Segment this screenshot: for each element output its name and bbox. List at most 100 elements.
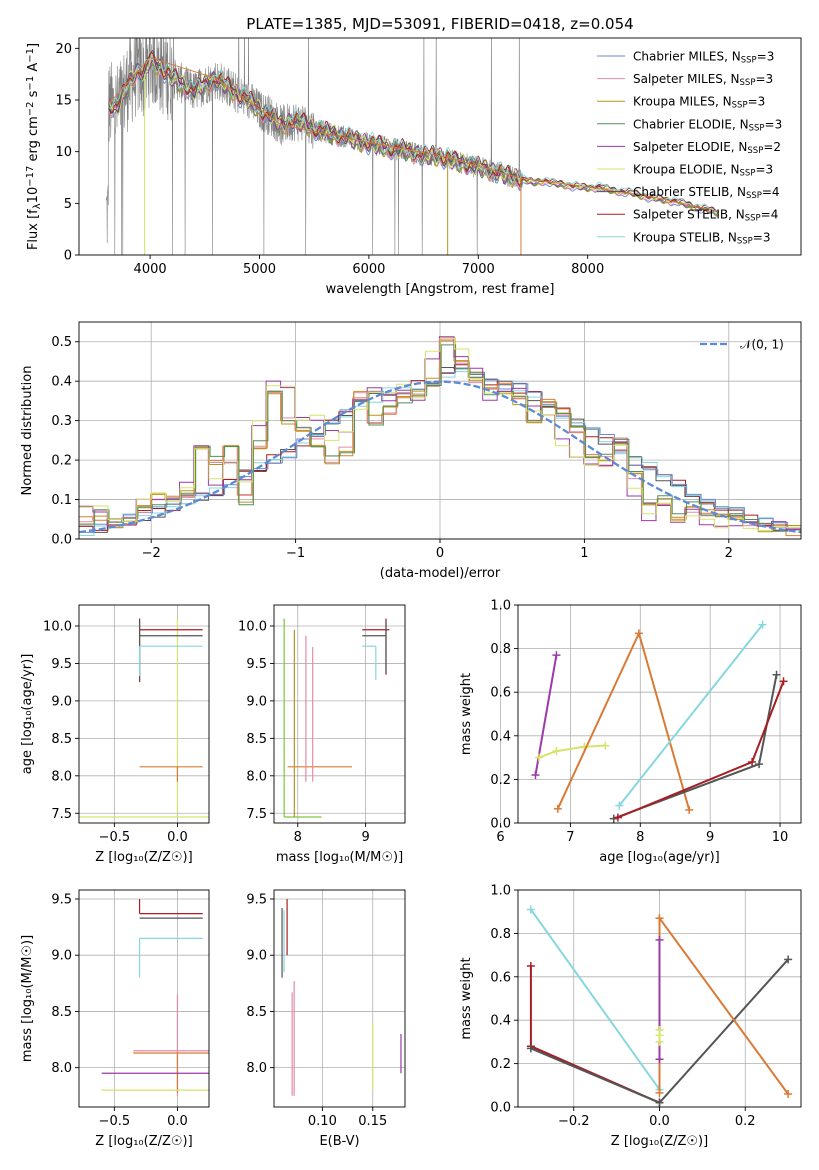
y-tick-label: 0.0 bbox=[490, 1101, 511, 1116]
model-spectrum-salpeter-miles bbox=[108, 57, 719, 217]
y-tick-label: 0.8 bbox=[490, 642, 511, 657]
error-bar bbox=[362, 620, 387, 674]
data-point bbox=[784, 955, 793, 964]
y-tick-label: 9.0 bbox=[246, 949, 267, 964]
age-vs-Z-panel: −0.5 0.0 7.5 8.0 8.5 9.0 9.5 10.0 Z [log₁₀(Z/Z☉)… bbox=[20, 604, 210, 865]
weight-vs-age-panel: 6 7 8 9 10 0.0 0.2 0.4 0.6 0.8 1.0 age [log₁₀(age/y… bbox=[459, 599, 802, 865]
x-tick-label: 4000 bbox=[134, 262, 167, 277]
spectrum-title: PLATE=1385, MJD=53091, FIBERID=0418, z=0… bbox=[246, 15, 633, 33]
legend-entry: Salpeter STELIB, NSSP=4 bbox=[633, 208, 778, 224]
y-tick-label: 8.0 bbox=[51, 769, 72, 784]
error-bar bbox=[138, 618, 203, 683]
histogram-salpeter-elodie bbox=[79, 336, 801, 530]
series-orange bbox=[553, 629, 694, 814]
data-point bbox=[552, 747, 561, 756]
x-tick-label: 9 bbox=[361, 830, 369, 845]
y-tick-label: 0.1 bbox=[51, 493, 72, 508]
data-point bbox=[772, 670, 781, 679]
y-tick-label: 9.0 bbox=[246, 694, 267, 709]
series-kroupa-elodie bbox=[655, 1025, 664, 1046]
y-tick-label: 8.5 bbox=[51, 732, 72, 747]
x-axis-label: Z [log₁₀(Z/Z☉)] bbox=[611, 1134, 708, 1149]
data-point bbox=[526, 961, 535, 970]
y-tick-label: 0.6 bbox=[490, 970, 511, 985]
axes-frame bbox=[273, 889, 406, 1108]
y-tick-label: 8.0 bbox=[51, 1061, 72, 1076]
series-line bbox=[618, 623, 764, 807]
y-tick-label: 10 bbox=[55, 145, 72, 160]
error-bar bbox=[362, 645, 377, 680]
y-axis-label: Normed distribution bbox=[20, 366, 35, 496]
mass-vs-ebv-plot-area bbox=[281, 898, 402, 1096]
y-tick-label: 1.0 bbox=[490, 884, 511, 899]
axes-frame bbox=[517, 889, 802, 1108]
series-line bbox=[613, 674, 778, 820]
y-tick-label: 9.5 bbox=[246, 892, 267, 907]
y-tick-label: 15 bbox=[55, 94, 72, 109]
series-kroupa-stelib bbox=[615, 620, 767, 810]
error-bar bbox=[283, 618, 322, 818]
data-point bbox=[655, 935, 664, 944]
data-point bbox=[655, 1055, 664, 1064]
x-tick-label: 0.2 bbox=[735, 1114, 756, 1129]
axes-frame bbox=[78, 321, 802, 540]
x-tick-label: 0 bbox=[436, 546, 444, 561]
data-point bbox=[553, 804, 562, 813]
y-tick-label: 0.4 bbox=[490, 729, 511, 744]
histogram-chabrier-stelib bbox=[79, 367, 801, 533]
y-axis-label: mass weight bbox=[459, 957, 474, 1039]
age-vs-mass-plot-area bbox=[283, 618, 390, 818]
series-salpeter-elodie bbox=[531, 651, 561, 780]
age-vs-Z-plot-area bbox=[79, 618, 209, 818]
y-tick-label: 8.0 bbox=[246, 769, 267, 784]
y-tick-label: 9.5 bbox=[51, 892, 72, 907]
x-tick-label: 9 bbox=[706, 830, 714, 845]
y-tick-label: 0 bbox=[64, 249, 72, 264]
series-salpeter-stelib bbox=[526, 961, 664, 1107]
x-axis-label: wavelength [Angstrom, rest frame] bbox=[326, 282, 555, 297]
series-chabrier-stelib bbox=[609, 670, 781, 823]
grid bbox=[79, 890, 209, 1107]
y-tick-label: 9.0 bbox=[51, 694, 72, 709]
series-salpeter-stelib bbox=[613, 677, 788, 822]
spectrum-panel: 4000 5000 6000 7000 8000 0 5 10 15 20 PLATE=1385, … bbox=[25, 15, 802, 297]
x-tick-label: 5000 bbox=[243, 262, 276, 277]
y-tick-label: 8.5 bbox=[246, 1005, 267, 1020]
x-tick-label: 8000 bbox=[571, 262, 604, 277]
data-point bbox=[755, 760, 764, 769]
weight-vs-Z-panel: −0.2 0.0 0.2 0.0 0.2 0.4 0.6 0.8 1.0 Z [log₁₀(Z/Z… bbox=[459, 884, 802, 1149]
x-axis-label: (data-model)/error bbox=[380, 566, 501, 581]
data-point bbox=[748, 757, 757, 766]
legend-entry: Kroupa ELODIE, NSSP=3 bbox=[633, 163, 773, 179]
legend-entry: Chabrier STELIB, NSSP=4 bbox=[633, 185, 780, 201]
y-tick-label: 0.6 bbox=[490, 686, 511, 701]
y-tick-label: 0.2 bbox=[51, 454, 72, 469]
data-point bbox=[615, 801, 624, 810]
x-axis-label: Z [log₁₀(Z/Z☉)] bbox=[95, 1134, 192, 1149]
series-line bbox=[530, 908, 661, 1091]
x-tick-label: 7 bbox=[566, 830, 574, 845]
spectrum-legend: Chabrier MILES, NSSP=3 Salpeter MILES, NS… bbox=[597, 50, 782, 247]
data-point bbox=[779, 677, 788, 686]
mass-vs-Z-panel: −0.5 0.0 8.0 8.5 9.0 9.5 Z [log₁₀(Z/Z☉)] mass [… bbox=[20, 889, 210, 1149]
x-tick-label: 0.15 bbox=[358, 1114, 387, 1129]
data-point bbox=[552, 651, 561, 660]
spectrum-plot-area bbox=[106, 38, 720, 255]
histogram-kroupa-elodie bbox=[79, 338, 801, 531]
x-tick-label: 2 bbox=[725, 546, 733, 561]
data-point bbox=[526, 905, 535, 914]
y-tick-label: 0.4 bbox=[490, 1014, 511, 1029]
data-point bbox=[655, 1025, 664, 1034]
series-line bbox=[658, 915, 789, 1095]
series-kroupa-elodie bbox=[534, 741, 610, 762]
y-tick-label: 9.5 bbox=[51, 657, 72, 672]
data-point bbox=[531, 771, 540, 780]
x-tick-label: −2 bbox=[142, 546, 161, 561]
x-axis-label: Z [log₁₀(Z/Z☉)] bbox=[95, 850, 192, 865]
series-line bbox=[538, 744, 606, 759]
series-chabrier-stelib bbox=[526, 955, 793, 1107]
x-tick-label: −1 bbox=[286, 546, 305, 561]
legend-entry: Chabrier ELODIE, NSSP=3 bbox=[633, 117, 782, 133]
normal-curve bbox=[79, 380, 801, 534]
